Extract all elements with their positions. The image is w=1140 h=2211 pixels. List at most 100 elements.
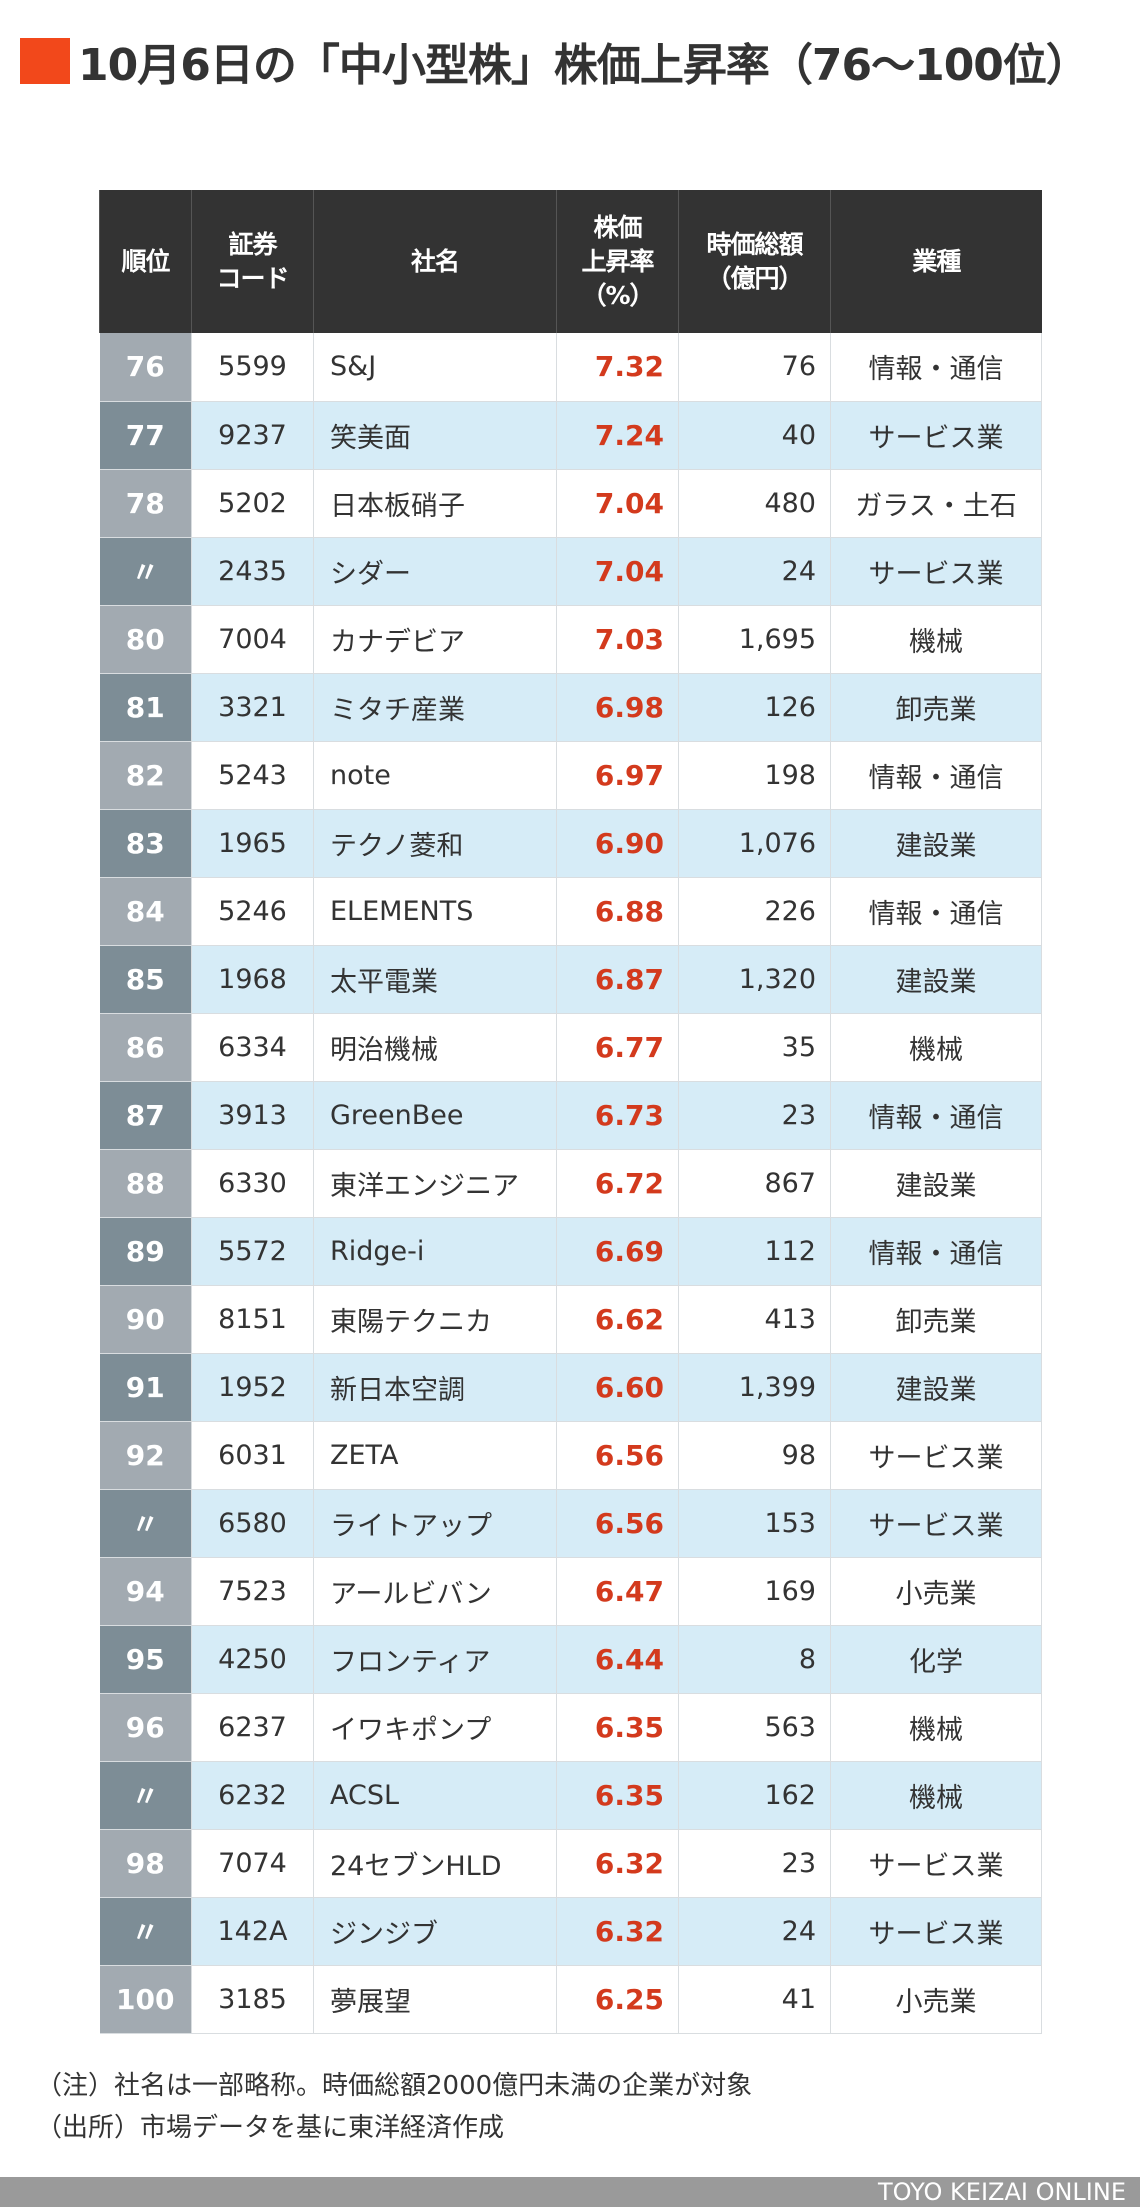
header-name: 社名 <box>313 190 557 333</box>
code-cell: 2435 <box>191 537 314 606</box>
rate-cell: 6.56 <box>556 1421 679 1490</box>
code-cell: 3185 <box>191 1965 314 2034</box>
market-cap-cell: 480 <box>678 469 831 538</box>
rank-cell: 90 <box>99 1285 192 1354</box>
rank-cell: 84 <box>99 877 192 946</box>
table-row: 82 5243 note 6.97 198 情報・通信 <box>99 741 1042 810</box>
rank-cell: 87 <box>99 1081 192 1150</box>
industry-cell: 小売業 <box>830 1557 1042 1626</box>
rank-cell: 100 <box>99 1965 192 2034</box>
rate-cell: 6.72 <box>556 1149 679 1218</box>
market-cap-cell: 867 <box>678 1149 831 1218</box>
company-name-cell: アールビバン <box>313 1557 557 1626</box>
industry-cell: 建設業 <box>830 809 1042 878</box>
rate-cell: 6.47 <box>556 1557 679 1626</box>
market-cap-cell: 198 <box>678 741 831 810</box>
rank-cell: 78 <box>99 469 192 538</box>
industry-cell: 情報・通信 <box>830 877 1042 946</box>
market-cap-cell: 8 <box>678 1625 831 1694</box>
industry-cell: 機械 <box>830 1693 1042 1762</box>
rank-cell: 85 <box>99 945 192 1014</box>
code-cell: 4250 <box>191 1625 314 1694</box>
company-name-cell: イワキポンプ <box>313 1693 557 1762</box>
table-row: 83 1965 テクノ菱和 6.90 1,076 建設業 <box>99 809 1042 878</box>
rank-cell: 91 <box>99 1353 192 1422</box>
rate-cell: 6.35 <box>556 1693 679 1762</box>
market-cap-cell: 98 <box>678 1421 831 1490</box>
rank-cell: 76 <box>99 333 192 402</box>
company-name-cell: 新日本空調 <box>313 1353 557 1422</box>
table-row: 〃 6232 ACSL 6.35 162 機械 <box>99 1761 1042 1830</box>
industry-cell: ガラス・土石 <box>830 469 1042 538</box>
table-row: 95 4250 フロンティア 6.44 8 化学 <box>99 1625 1042 1694</box>
source-text: （出所）市場データを基に東洋経済作成 <box>36 2113 505 2143</box>
company-name-cell: 24セブンHLD <box>313 1829 557 1898</box>
rate-cell: 6.73 <box>556 1081 679 1150</box>
table-row: 76 5599 S&J 7.32 76 情報・通信 <box>99 333 1042 402</box>
company-name-cell: ELEMENTS <box>313 877 557 946</box>
header-rate: 株価 上昇率 （%） <box>556 190 679 333</box>
table-row: 81 3321 ミタチ産業 6.98 126 卸売業 <box>99 673 1042 742</box>
company-name-cell: 東陽テクニカ <box>313 1285 557 1354</box>
company-name-cell: ライトアップ <box>313 1489 557 1558</box>
market-cap-cell: 162 <box>678 1761 831 1830</box>
market-cap-cell: 1,399 <box>678 1353 831 1422</box>
header-rank: 順位 <box>99 190 192 333</box>
market-cap-cell: 1,076 <box>678 809 831 878</box>
page-title: 10月6日の「中小型株」株価上昇率（76〜100位） <box>78 40 1090 91</box>
code-cell: 1968 <box>191 945 314 1014</box>
table-row: 96 6237 イワキポンプ 6.35 563 機械 <box>99 1693 1042 1762</box>
market-cap-cell: 41 <box>678 1965 831 2034</box>
code-cell: 3913 <box>191 1081 314 1150</box>
industry-cell: 機械 <box>830 1761 1042 1830</box>
company-name-cell: カナデビア <box>313 605 557 674</box>
table-row: 89 5572 Ridge-i 6.69 112 情報・通信 <box>99 1217 1042 1286</box>
company-name-cell: テクノ菱和 <box>313 809 557 878</box>
rank-cell: 88 <box>99 1149 192 1218</box>
code-cell: 6031 <box>191 1421 314 1490</box>
industry-cell: サービス業 <box>830 1829 1042 1898</box>
header-market-cap: 時価総額 （億円） <box>678 190 831 333</box>
rank-cell: 94 <box>99 1557 192 1626</box>
table-header-row: 順位 証券 コード 社名 株価 上昇率 （%） 時価総額 （億円） 業種 <box>99 190 1042 333</box>
header-code: 証券 コード <box>191 190 314 333</box>
rate-cell: 7.04 <box>556 537 679 606</box>
rank-cell: 〃 <box>99 537 192 606</box>
rate-cell: 7.32 <box>556 333 679 402</box>
company-name-cell: 東洋エンジニア <box>313 1149 557 1218</box>
market-cap-cell: 153 <box>678 1489 831 1558</box>
table-row: 100 3185 夢展望 6.25 41 小売業 <box>99 1965 1042 2034</box>
rank-cell: 〃 <box>99 1761 192 1830</box>
market-cap-cell: 23 <box>678 1829 831 1898</box>
table-row: 94 7523 アールビバン 6.47 169 小売業 <box>99 1557 1042 1626</box>
rate-cell: 7.24 <box>556 401 679 470</box>
table-row: 90 8151 東陽テクニカ 6.62 413 卸売業 <box>99 1285 1042 1354</box>
table-row: 77 9237 笑美面 7.24 40 サービス業 <box>99 401 1042 470</box>
code-cell: 5246 <box>191 877 314 946</box>
company-name-cell: note <box>313 741 557 810</box>
rate-cell: 6.44 <box>556 1625 679 1694</box>
industry-cell: 情報・通信 <box>830 1217 1042 1286</box>
rank-cell: 95 <box>99 1625 192 1694</box>
rate-cell: 6.98 <box>556 673 679 742</box>
rate-cell: 6.69 <box>556 1217 679 1286</box>
table-row: 98 7074 24セブンHLD 6.32 23 サービス業 <box>99 1829 1042 1898</box>
company-name-cell: ミタチ産業 <box>313 673 557 742</box>
code-cell: 7004 <box>191 605 314 674</box>
company-name-cell: S&J <box>313 333 557 402</box>
rate-cell: 6.62 <box>556 1285 679 1354</box>
rank-cell: 92 <box>99 1421 192 1490</box>
rate-cell: 7.03 <box>556 605 679 674</box>
rank-cell: 〃 <box>99 1897 192 1966</box>
market-cap-cell: 126 <box>678 673 831 742</box>
company-name-cell: GreenBee <box>313 1081 557 1150</box>
company-name-cell: 太平電業 <box>313 945 557 1014</box>
code-cell: 7074 <box>191 1829 314 1898</box>
table-row: 92 6031 ZETA 6.56 98 サービス業 <box>99 1421 1042 1490</box>
rank-cell: 〃 <box>99 1489 192 1558</box>
market-cap-cell: 24 <box>678 537 831 606</box>
company-name-cell: シダー <box>313 537 557 606</box>
rate-cell: 6.56 <box>556 1489 679 1558</box>
market-cap-cell: 1,320 <box>678 945 831 1014</box>
market-cap-cell: 413 <box>678 1285 831 1354</box>
